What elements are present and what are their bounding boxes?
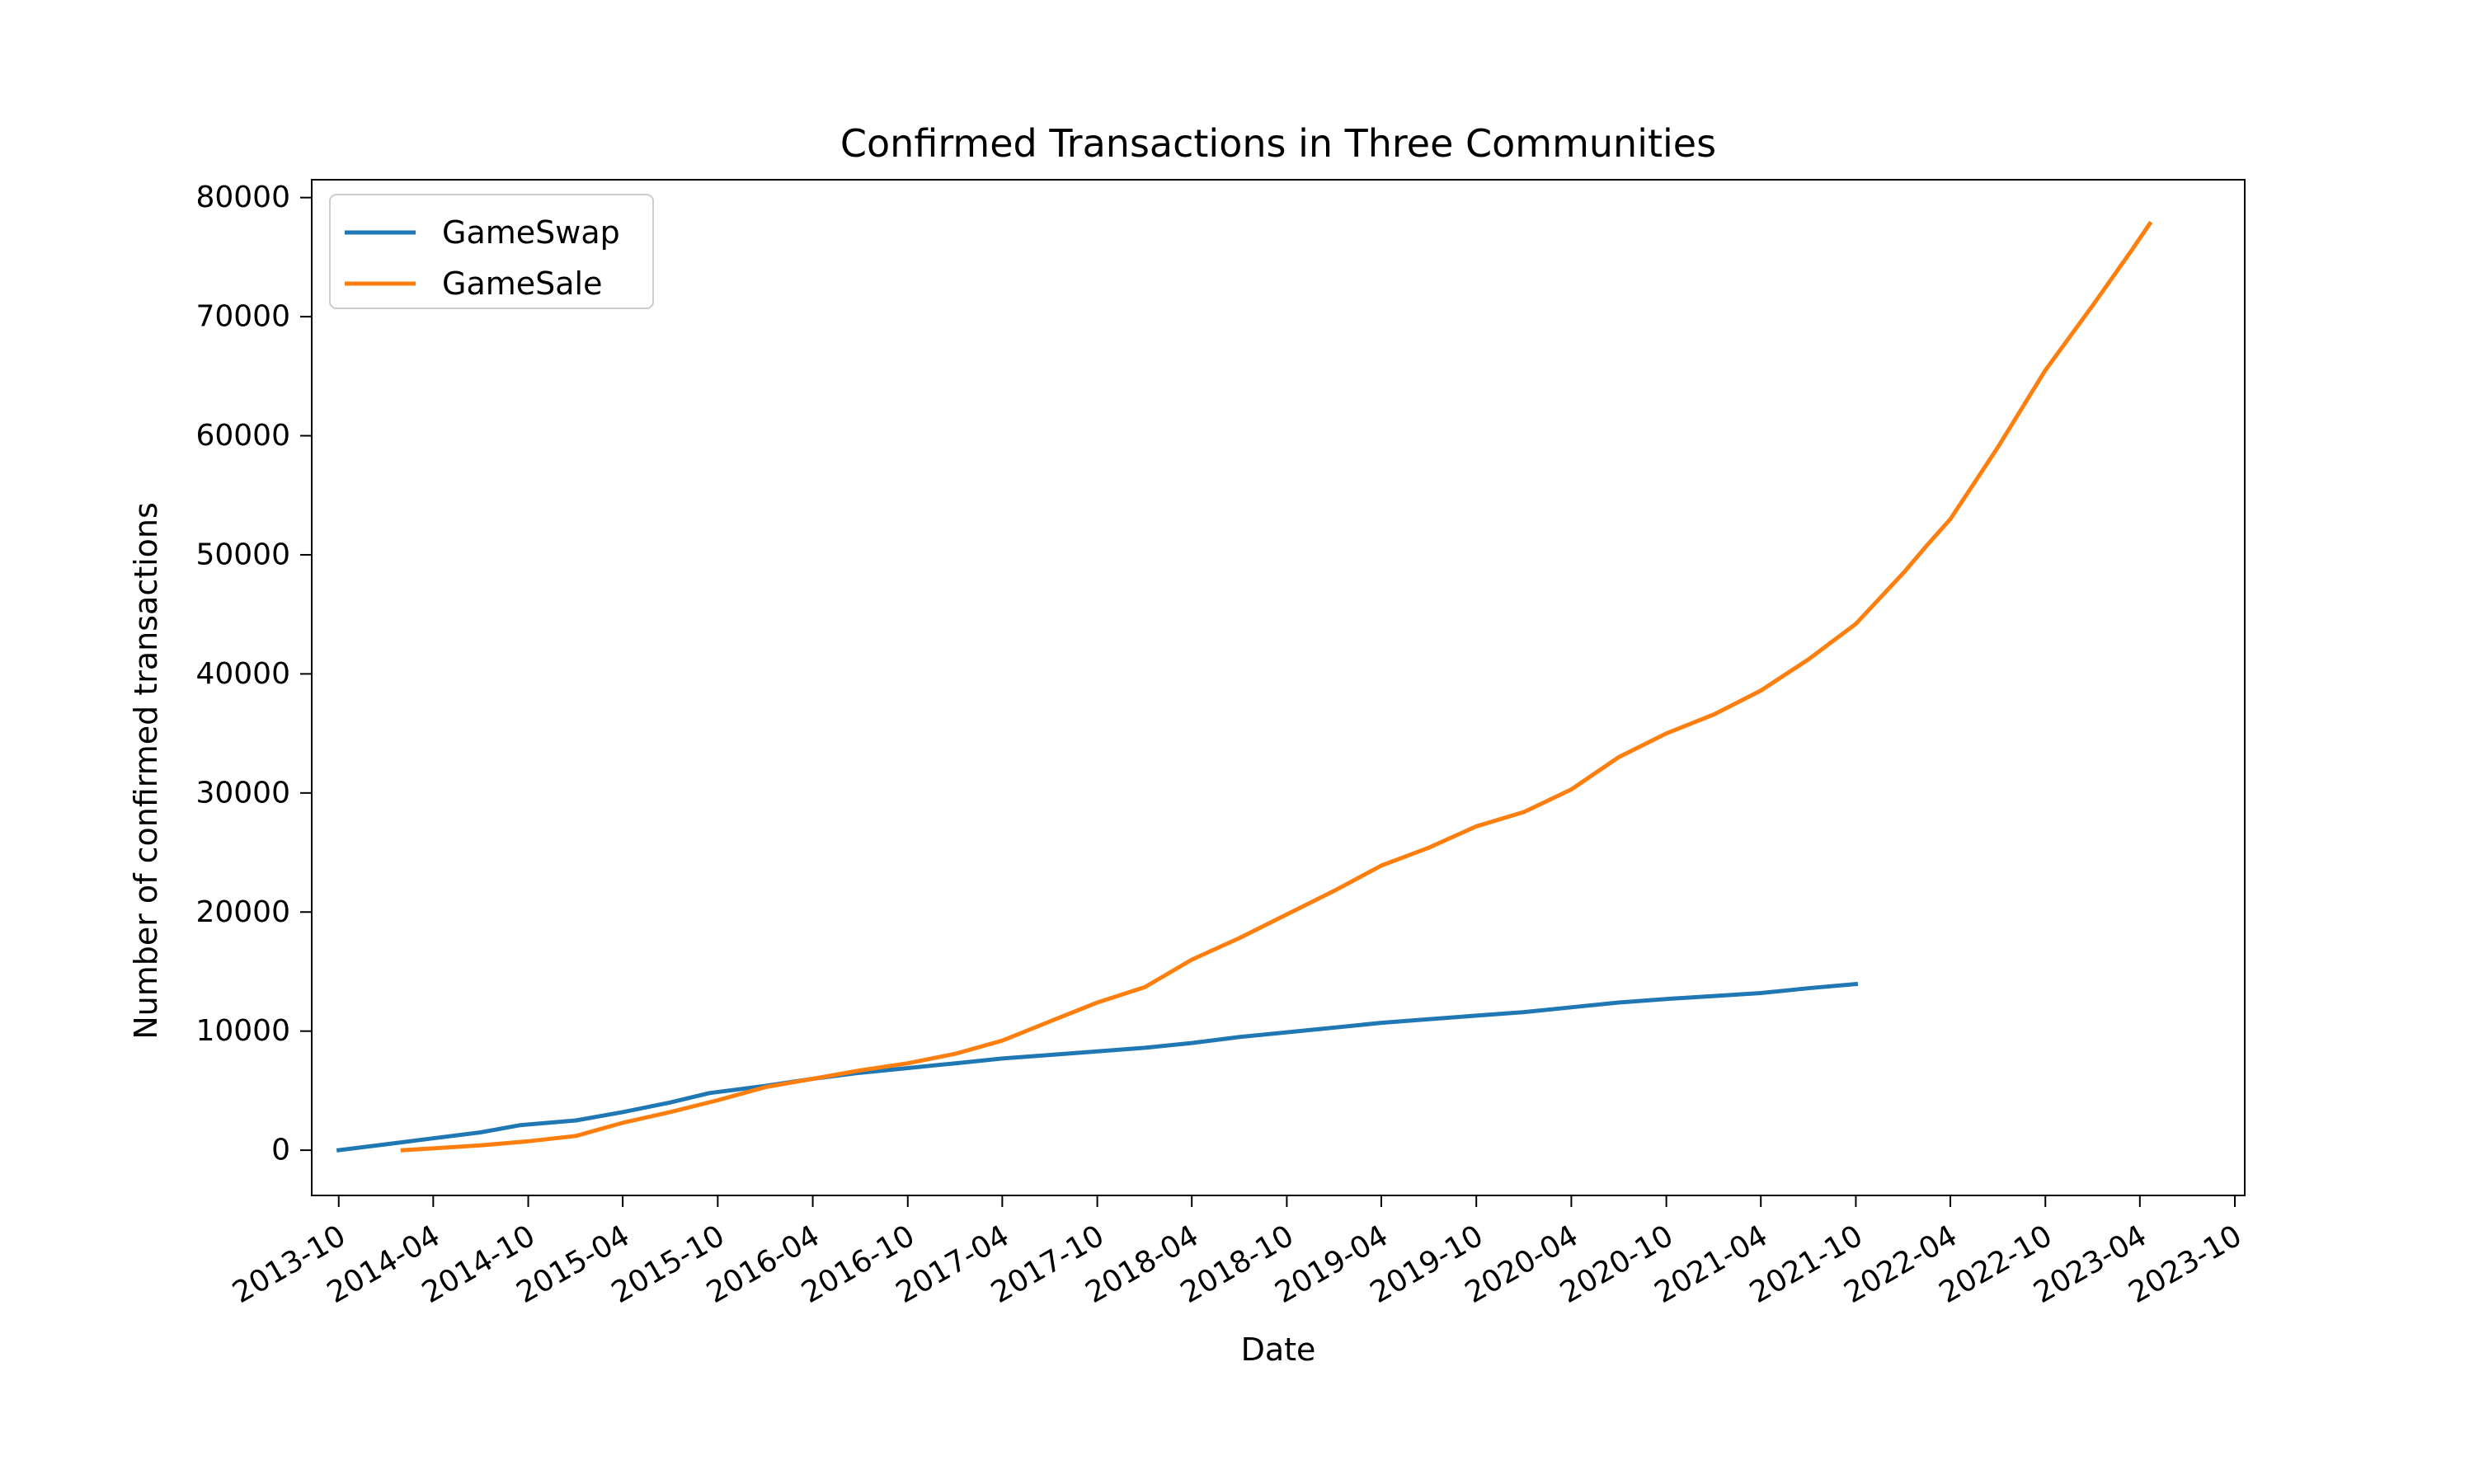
chart-title: Confirmed Transactions in Three Communit…	[840, 121, 1716, 166]
series-line-gameswap	[336, 981, 1859, 1153]
series-line-gamesale	[400, 220, 2153, 1153]
y-tick-label: 0	[271, 1134, 290, 1167]
y-tick-label: 80000	[195, 181, 290, 214]
legend-box	[329, 194, 654, 309]
x-axis-label: Date	[1241, 1331, 1316, 1368]
y-tick-label: 10000	[195, 1014, 290, 1048]
legend: GameSwap GameSale	[329, 194, 654, 309]
legend-label: GameSale	[442, 265, 602, 302]
y-axis-label: Number of confirmed transactions	[128, 502, 164, 1040]
y-tick-label: 20000	[195, 895, 290, 929]
y-tick-label: 50000	[195, 538, 290, 571]
legend-label: GameSwap	[442, 214, 620, 251]
series-layer	[336, 220, 2153, 1153]
plot-frame	[311, 179, 2246, 1196]
y-tick-label: 30000	[195, 776, 290, 810]
y-tick-label: 60000	[195, 419, 290, 453]
y-tick-label: 40000	[195, 657, 290, 691]
y-tick-label: 70000	[195, 300, 290, 334]
